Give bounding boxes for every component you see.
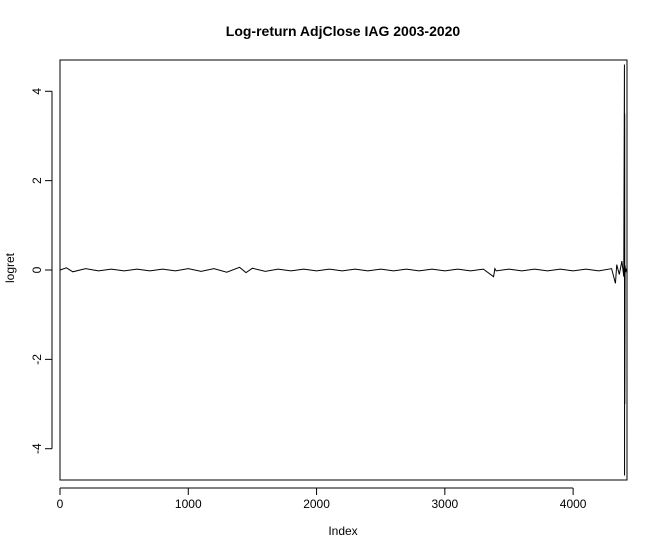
y-tick-label: -4 [30, 443, 44, 454]
x-tick-label: 1000 [175, 497, 202, 511]
y-tick-label: 2 [30, 177, 44, 184]
x-tick-label: 3000 [431, 497, 458, 511]
y-axis: -4 -2 0 2 4 [30, 88, 53, 454]
series-line-logret [59, 64, 627, 476]
x-tick-label: 4000 [560, 497, 587, 511]
y-tick-label: 0 [30, 266, 44, 273]
x-tick-label: 0 [57, 497, 64, 511]
x-axis: 0 1000 2000 3000 4000 [57, 487, 587, 511]
chart-title: Log-return AdjClose IAG 2003-2020 [226, 23, 461, 39]
plot-frame [59, 59, 628, 481]
y-tick-label: 4 [30, 88, 44, 95]
x-axis-label: Index [328, 524, 357, 538]
y-tick-label: -2 [30, 354, 44, 365]
x-tick-label: 2000 [303, 497, 330, 511]
y-axis-label: logret [3, 252, 17, 283]
